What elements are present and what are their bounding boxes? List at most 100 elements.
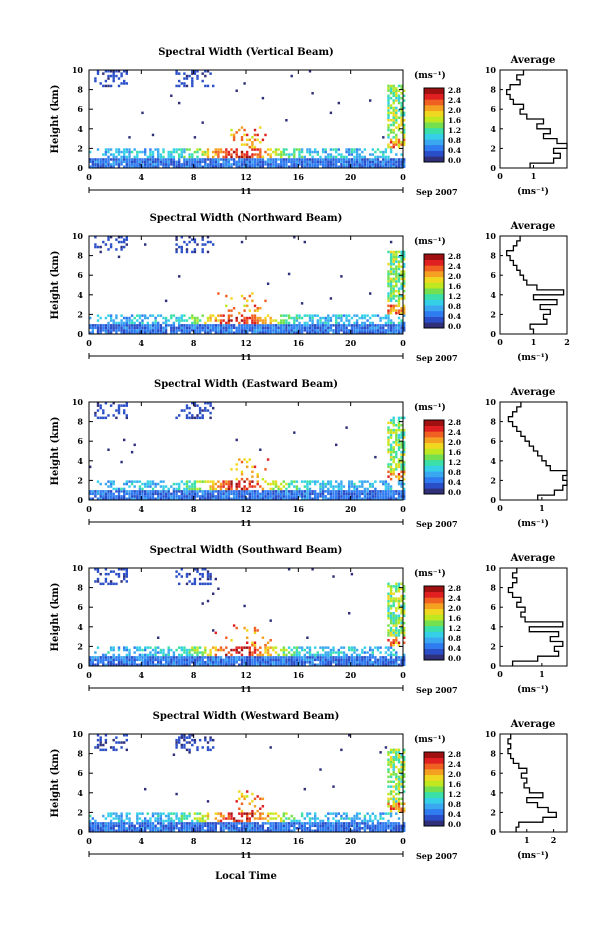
heatmap-cell: [230, 309, 233, 312]
colorbar-frame: [423, 419, 445, 495]
heatmap-cell: [136, 658, 139, 662]
heatmap-cell: [162, 819, 165, 823]
heatmap-cell: [96, 663, 100, 666]
heatmap-cell: [96, 480, 100, 483]
heatmap-cell: [191, 77, 194, 80]
heatmap-cell: [172, 148, 176, 151]
heatmap-cell: [230, 814, 233, 818]
heatmap-cell: [201, 248, 204, 251]
heatmap-cell: [222, 324, 225, 327]
heatmap-cell: [363, 314, 367, 317]
heatmap-cell: [136, 324, 139, 327]
heatmap-cell: [157, 492, 160, 496]
heatmap-cell: [243, 82, 246, 85]
heatmap-cell: [201, 153, 204, 156]
heatmap-cell: [337, 658, 340, 662]
heatmap-cell: [345, 829, 348, 832]
heatmap-cell: [287, 155, 291, 159]
heatmap-cell: [403, 658, 406, 662]
heatmap-cell: [376, 329, 380, 332]
heatmap-cell: [298, 658, 301, 662]
heatmap-cell: [392, 158, 395, 161]
heatmap-cell: [300, 480, 304, 483]
heatmap-cell: [355, 487, 359, 491]
heatmap-cell: [392, 641, 395, 644]
heatmap-cell: [269, 746, 272, 749]
heatmap-cell: [342, 651, 346, 654]
heatmap-cell: [389, 780, 393, 783]
heatmap-cell: [214, 165, 217, 168]
heatmap-cell: [96, 658, 100, 662]
heatmap-cell: [306, 827, 309, 830]
heatmap-cell: [238, 329, 241, 332]
heatmap-cell: [392, 123, 395, 127]
heatmap-cell: [136, 827, 139, 830]
heatmap-cell: [167, 487, 170, 491]
heatmap-cell: [363, 316, 367, 320]
heatmap-cell: [183, 165, 186, 168]
heatmap-cell: [298, 661, 301, 664]
heatmap-cell: [319, 324, 322, 327]
heatmap-cell: [206, 582, 210, 586]
heatmap-cell: [387, 116, 390, 119]
heatmap-cell: [397, 326, 401, 330]
heatmap-cell: [159, 155, 163, 159]
heatmap-cell: [178, 72, 181, 75]
heatmap-cell: [287, 272, 291, 276]
heatmap-cell: [397, 277, 401, 281]
heatmap-cell: [384, 316, 388, 320]
heatmap-cell: [363, 822, 367, 825]
heatmap-cell: [214, 577, 217, 581]
heatmap-cell: [232, 658, 236, 662]
heatmap-cell: [332, 824, 335, 828]
heatmap-cell: [238, 482, 241, 486]
heatmap-cell: [193, 136, 197, 139]
heatmap-cell: [141, 150, 144, 154]
heatmap-cell: [209, 401, 212, 405]
heatmap-cell: [102, 492, 105, 496]
heatmap-cell: [303, 787, 306, 791]
heatmap-cell: [138, 658, 142, 662]
heatmap-cell: [136, 480, 139, 483]
heatmap-cell: [240, 802, 244, 805]
heatmap-cell: [238, 311, 241, 315]
heatmap-cell: [389, 138, 393, 142]
heatmap-cell: [363, 329, 367, 332]
heatmap-cell: [253, 641, 257, 644]
heatmap-cell: [188, 148, 191, 151]
heatmap-cell: [164, 324, 168, 327]
heatmap-cell: [183, 651, 186, 654]
heatmap-cell: [102, 661, 105, 664]
heatmap-cell: [314, 656, 317, 659]
heatmap-cell: [115, 572, 118, 576]
heatmap-cell: [348, 822, 351, 825]
heatmap-cell: [133, 324, 136, 327]
heatmap-cell: [112, 646, 115, 649]
x-tick-label: 12: [240, 338, 251, 348]
heatmap-cell: [277, 148, 280, 151]
heatmap-cell: [89, 814, 92, 818]
heatmap-cell: [259, 150, 262, 154]
y-tick-label: 4: [77, 622, 83, 632]
heatmap-cell: [308, 163, 312, 166]
heatmap-cell: [188, 751, 191, 754]
heatmap-cell: [387, 827, 390, 830]
heatmap-cell: [96, 738, 100, 742]
heatmap-cell: [225, 324, 228, 327]
heatmap-cell: [201, 824, 204, 828]
y-tick-label: 6: [77, 436, 83, 446]
heatmap-cell: [340, 663, 343, 666]
heatmap-cell: [348, 817, 351, 820]
heatmap-cell: [327, 819, 330, 823]
heatmap-cell: [355, 827, 359, 830]
heatmap-cell: [209, 824, 212, 828]
heatmap-cell: [261, 490, 265, 493]
heatmap-cell: [102, 497, 105, 500]
heatmap-cell: [366, 163, 369, 166]
heatmap-cell: [154, 331, 157, 334]
heatmap-cell: [369, 292, 372, 295]
heatmap-cell: [389, 326, 393, 330]
heatmap-cell: [389, 240, 393, 244]
heatmap-cell: [266, 165, 270, 168]
heatmap-cell: [112, 329, 115, 332]
